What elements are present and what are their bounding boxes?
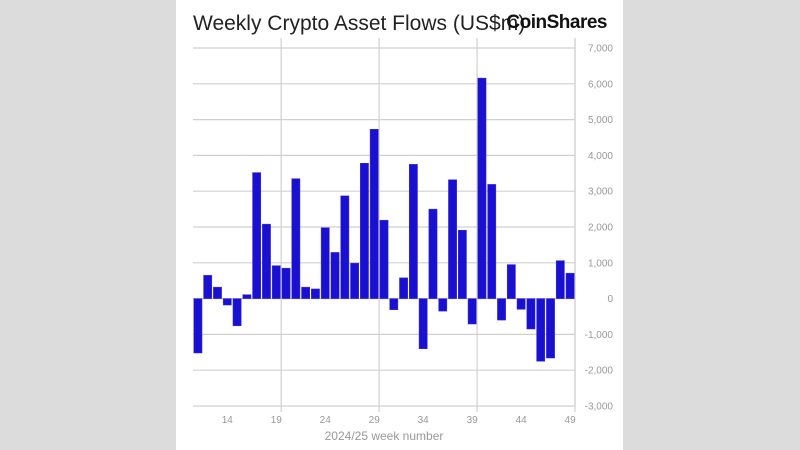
bar-week-36 <box>438 298 448 312</box>
chart-panel: Weekly Crypto Asset Flows (US$m) CoinSha… <box>176 0 623 450</box>
x-tick-label: 49 <box>565 415 577 426</box>
bar-week-45 <box>526 298 536 330</box>
y-tick-label: 4,000 <box>588 151 613 162</box>
bar-week-22 <box>301 286 311 299</box>
bar-week-33 <box>409 164 418 299</box>
bar-week-30 <box>379 219 389 299</box>
bar-week-31 <box>389 298 399 310</box>
bar-week-23 <box>311 288 320 299</box>
bar-week-27 <box>350 262 359 299</box>
y-tick-label: 3,000 <box>588 187 613 198</box>
bar-week-34 <box>418 298 428 349</box>
x-tick-label: 44 <box>516 415 528 426</box>
x-tick-label: 29 <box>369 415 381 426</box>
bar-week-38 <box>457 229 467 299</box>
brand-logo: CoinShares <box>506 12 607 33</box>
bar-week-19 <box>271 265 281 299</box>
bar-week-16 <box>242 294 252 299</box>
x-tick-label: 39 <box>467 415 479 426</box>
bar-week-20 <box>281 267 291 299</box>
x-tick-label: 19 <box>271 415 283 426</box>
y-tick-label: 5,000 <box>588 115 613 126</box>
bar-week-41 <box>487 184 497 299</box>
bar-week-21 <box>291 178 301 299</box>
y-tick-label: 1,000 <box>588 258 613 269</box>
x-tick-label: 34 <box>418 415 430 426</box>
bar-week-15 <box>232 298 242 327</box>
bar-week-44 <box>516 298 526 310</box>
x-tick-label: 14 <box>222 415 234 426</box>
bar-week-12 <box>203 275 213 299</box>
bar-week-29 <box>369 129 379 299</box>
bar-week-25 <box>330 252 340 299</box>
bar-week-47 <box>546 298 555 359</box>
bar-week-42 <box>497 298 506 321</box>
y-tick-label: 0 <box>607 294 613 305</box>
bar-week-46 <box>536 298 546 362</box>
bar-week-40 <box>477 77 487 299</box>
bar-week-14 <box>222 298 232 306</box>
bar-week-24 <box>320 227 330 299</box>
bar-week-48 <box>555 260 565 299</box>
y-tick-label: -3,000 <box>585 402 614 413</box>
bar-week-35 <box>428 208 438 299</box>
bar-week-37 <box>448 179 457 299</box>
y-tick-label: 7,000 <box>588 44 613 55</box>
y-tick-label: 2,000 <box>588 223 613 234</box>
bar-week-28 <box>360 163 369 299</box>
bar-chart: 7,000 6,000 5,000 4,000 3,000 2,000 1,000 0 -1,0… <box>193 38 614 443</box>
chart-title: Weekly Crypto Asset Flows (US$m) <box>193 12 526 35</box>
bar-week-17 <box>252 172 262 299</box>
bar-week-32 <box>399 277 408 299</box>
y-tick-label: -2,000 <box>585 366 614 377</box>
bar-week-13 <box>213 286 222 299</box>
bar-week-39 <box>467 298 477 325</box>
bar-week-11 <box>193 298 203 354</box>
bar-week-43 <box>506 264 516 299</box>
bar-week-18 <box>262 223 271 299</box>
bar-week-26 <box>340 195 350 299</box>
y-tick-label: 6,000 <box>588 79 613 90</box>
y-tick-label: -1,000 <box>585 330 614 341</box>
bar-week-49 <box>565 272 575 299</box>
x-axis-title: 2024/25 week number <box>325 429 444 443</box>
x-tick-label: 24 <box>320 415 332 426</box>
